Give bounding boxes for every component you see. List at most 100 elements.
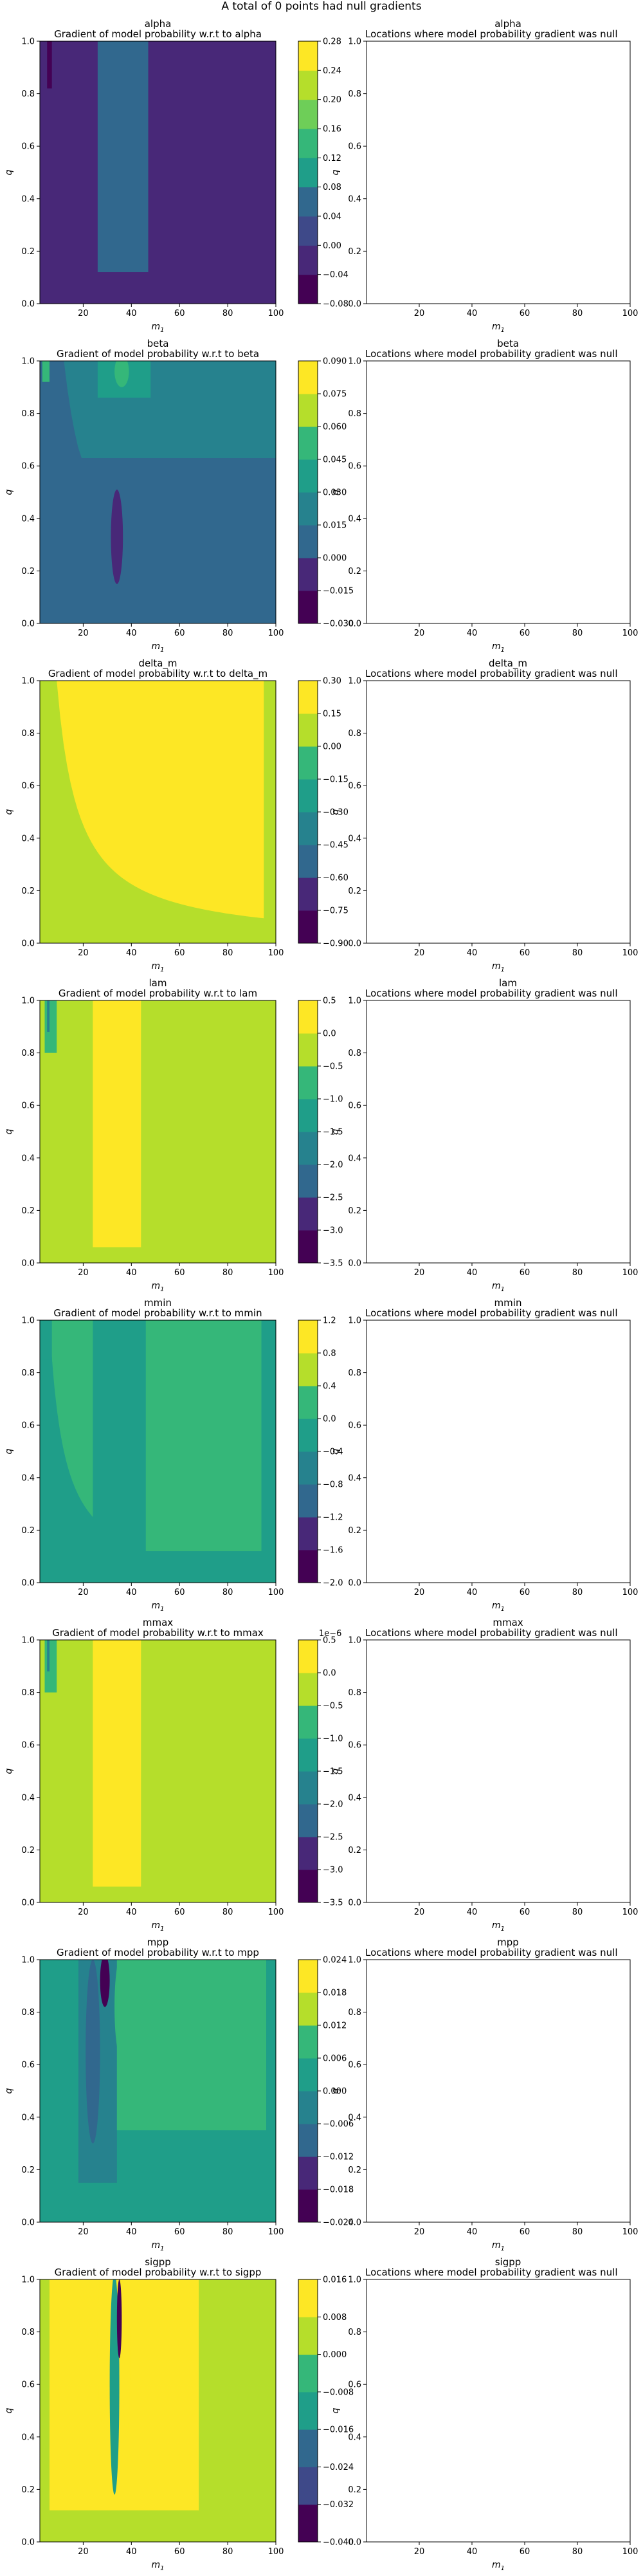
colorbar-band xyxy=(298,1804,318,1837)
heatmap-title: Gradient of model probability w.r.t to m… xyxy=(57,1947,259,1958)
colorbar-tick-label: −2.0 xyxy=(323,1161,343,1170)
heatmap-xtick-label: 20 xyxy=(78,2227,89,2237)
heatmap-ytick-label: 0.6 xyxy=(21,1741,35,1751)
null-gradient-xtick-label: 80 xyxy=(572,309,583,318)
heatmap-ytick-label: 0.0 xyxy=(21,1579,35,1588)
colorbar-tick-label: 0.000 xyxy=(323,2350,347,2360)
colorbar-band xyxy=(298,1451,318,1485)
null-gradient-ylabel: q xyxy=(331,169,341,175)
colorbar-tick-label: 0.012 xyxy=(323,2021,347,2031)
heatmap-xtick-label: 60 xyxy=(174,309,185,318)
null-gradient-plot-area xyxy=(367,41,630,304)
colorbar-tick-label: −0.15 xyxy=(323,775,349,785)
heatmap-xtick-label: 40 xyxy=(126,1268,137,1278)
null-gradient-ytick-label: 0.4 xyxy=(348,1473,361,1483)
colorbar-band xyxy=(298,1870,318,1903)
null-gradient-xlabel: m1 xyxy=(492,2240,505,2252)
colorbar-tick-label: −3.0 xyxy=(323,1866,343,1875)
null-gradient-title: Locations where model probability gradie… xyxy=(365,348,617,360)
contour-band xyxy=(44,1640,57,1693)
colorbar-tick-label: 0.018 xyxy=(323,1989,347,1998)
colorbar-band xyxy=(298,2058,318,2092)
contour-band xyxy=(64,361,276,458)
null-gradient-ytick-label: 0.8 xyxy=(348,1049,361,1058)
null-gradient-ytick-label: 0.0 xyxy=(348,1899,361,1908)
colorbar-tick-label: 0.24 xyxy=(323,66,341,76)
colorbar-tick-label: −0.015 xyxy=(323,587,354,596)
contour-area xyxy=(40,681,276,943)
heatmap-ylabel: q xyxy=(4,489,14,495)
heatmap-xtick-label: 100 xyxy=(268,1268,284,1278)
null-gradient-ytick-label: 0.6 xyxy=(348,2380,361,2390)
colorbar-tick-label: 0.15 xyxy=(323,710,341,719)
null-gradient-ytick-label: 0.8 xyxy=(348,409,361,419)
colorbar-band xyxy=(298,2025,318,2059)
null-gradient-ytick-label: 0.4 xyxy=(348,514,361,524)
colorbar-band xyxy=(298,1353,318,1386)
heatmap-ytick-label: 0.0 xyxy=(21,1899,35,1908)
null-gradient-xtick-label: 40 xyxy=(467,2227,478,2237)
heatmap-ytick-label: 0.4 xyxy=(21,834,35,843)
colorbar-tick-label: −0.90 xyxy=(323,939,349,949)
heatmap-ytick-label: 0.6 xyxy=(21,782,35,791)
heatmap-ytick-label: 0.6 xyxy=(21,1101,35,1111)
colorbar-tick-label: 0.024 xyxy=(323,1956,347,1965)
heatmap-xtick-label: 80 xyxy=(222,629,233,638)
null-gradient-xtick-label: 100 xyxy=(622,1908,638,1917)
null-gradient-xtick-label: 20 xyxy=(414,309,425,318)
heatmap-ytick-label: 1.0 xyxy=(21,1636,35,1646)
null-gradient-ytick-label: 0.0 xyxy=(348,300,361,309)
colorbar-band xyxy=(298,216,318,246)
colorbar-alpha: −0.08 −0.04 0.00 0.04 0.08 0.12 0.16 0.20 0.24 0.… xyxy=(298,37,349,309)
heatmap-ytick-label: 0.6 xyxy=(21,2380,35,2390)
colorbar-band xyxy=(298,2467,318,2505)
heatmap-frame xyxy=(39,680,276,944)
colorbar-tick-label: −0.60 xyxy=(323,874,349,883)
heatmap-ytick-label: 0.2 xyxy=(21,2166,35,2175)
null-gradient-ytick-label: 0.8 xyxy=(348,2008,361,2018)
heatmap-xtick-label: 40 xyxy=(126,309,137,318)
heatmap-ytick-label: 0.4 xyxy=(21,2113,35,2122)
contour-band xyxy=(111,489,123,584)
colorbar-tick-label: −1.5 xyxy=(323,1767,343,1777)
colorbar-sigpp: −0.040 −0.032 −0.024 −0.016 −0.008 0.000 0.008… xyxy=(298,2276,354,2548)
null-gradient-xtick-label: 100 xyxy=(622,629,638,638)
contour-area xyxy=(40,2279,276,2542)
colorbar-tick-label: 0.5 xyxy=(323,997,336,1006)
colorbar-tick-label: 0.08 xyxy=(323,183,341,192)
null-gradient-plot-area xyxy=(367,361,630,623)
colorbar-tick-label: −0.032 xyxy=(323,2500,354,2510)
null-gradient-ytick-label: 0.6 xyxy=(348,1741,361,1751)
colorbar-mmin: −2.0 −1.6 −1.2 −0.8 −0.4 0.0 0.4 0.8 1.2 xyxy=(298,1316,343,1588)
heatmap-ylabel: q xyxy=(4,169,14,175)
heatmap-ytick-label: 1.0 xyxy=(21,2276,35,2285)
null-gradient-ytick-label: 0.8 xyxy=(348,729,361,739)
null-gradient-xtick-label: 40 xyxy=(467,1908,478,1917)
null-gradient-xtick-label: 80 xyxy=(572,1268,583,1278)
contour-area xyxy=(40,1000,276,1263)
colorbar-band xyxy=(298,1230,318,1264)
null-gradient-ytick-label: 1.0 xyxy=(348,357,361,367)
colorbar-band xyxy=(298,361,318,394)
heatmap-ytick-label: 0.4 xyxy=(21,2433,35,2442)
null-gradient-xtick-label: 100 xyxy=(622,1588,638,1597)
heatmap-title: Gradient of model probability w.r.t to m… xyxy=(52,1627,264,1639)
heatmap-title: Gradient of model probability w.r.t to s… xyxy=(55,2267,262,2278)
colorbar-tick-label: 0.20 xyxy=(323,95,341,105)
heatmap-ytick-label: 0.2 xyxy=(21,1526,35,1536)
null-gradient-ytick-label: 0.6 xyxy=(348,1101,361,1111)
colorbar-tick-label: 0.00 xyxy=(323,241,341,251)
heatmap-xlabel: m1 xyxy=(151,1601,164,1613)
null-gradient-xtick-label: 60 xyxy=(520,1588,530,1597)
heatmap-ytick-label: 0.6 xyxy=(21,1421,35,1431)
null-gradient-heading: mmax xyxy=(493,1617,523,1628)
contour-band xyxy=(50,1320,93,1517)
colorbar-band xyxy=(298,1706,318,1739)
null-gradient-ytick-label: 0.2 xyxy=(348,1526,361,1536)
colorbar-band xyxy=(298,812,318,845)
null-gradient-frame xyxy=(366,1000,631,1264)
null-gradient-xtick-label: 20 xyxy=(414,2547,425,2557)
null-gradient-ytick-label: 0.2 xyxy=(348,887,361,896)
